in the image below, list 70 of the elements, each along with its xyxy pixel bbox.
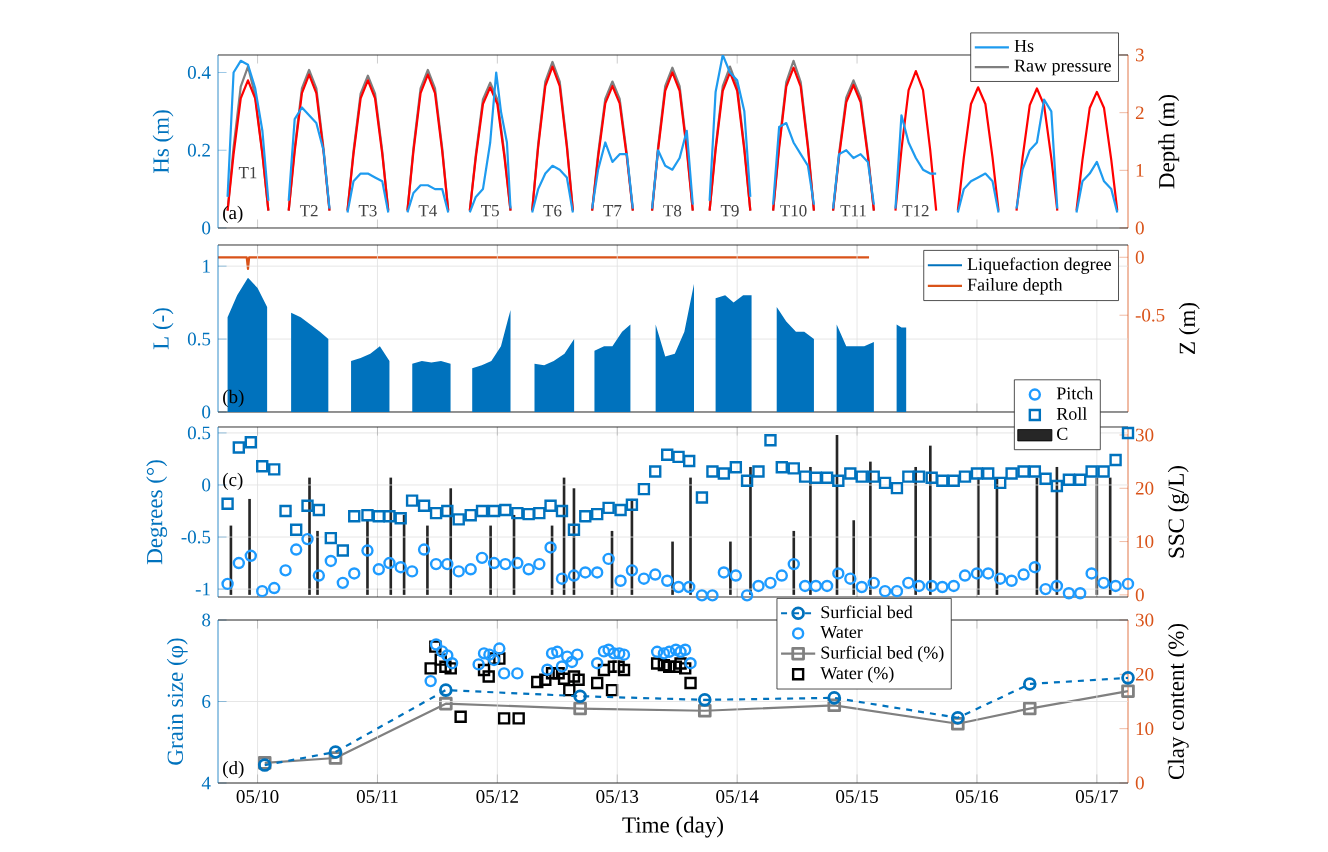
legend-label: Raw pressure xyxy=(1014,59,1111,76)
y2-tick-label: 3 xyxy=(1135,48,1144,62)
x-tick-label: 05/16 xyxy=(956,790,999,803)
x-tick-label: 05/17 xyxy=(1075,790,1118,803)
y2-axis-title: Clay content (%) xyxy=(1167,623,1189,780)
y-tick-label: 0.2 xyxy=(187,143,210,157)
y-tick-label: 8 xyxy=(202,613,211,627)
legend-label: Water xyxy=(820,626,863,639)
legend-label: Pitch xyxy=(1056,386,1094,400)
y-tick-label: 0.4 xyxy=(187,66,211,79)
y-tick-label: 1 xyxy=(203,259,210,273)
y2-tick-label: 20 xyxy=(1135,667,1154,681)
y2-tick-label: -0.5 xyxy=(1135,308,1165,322)
y-tick-label: 6 xyxy=(202,695,211,708)
y-tick-label: 0 xyxy=(202,221,211,235)
annotation: (c) xyxy=(223,472,243,491)
x-tick-label: 05/13 xyxy=(596,790,639,803)
legend-label: Surficial bed xyxy=(821,605,913,619)
y-tick-label: -1 xyxy=(195,582,210,596)
y2-tick-label: 10 xyxy=(1136,722,1154,736)
annotation: T1 xyxy=(238,167,257,179)
y-tick-label: 0.5 xyxy=(187,426,211,440)
annotation: T6 xyxy=(543,204,562,217)
legend-label: Liquefaction degree xyxy=(967,257,1111,274)
legend-label: Water (%) xyxy=(820,666,894,683)
y-axis-title: L (-) xyxy=(152,308,174,350)
y2-axis-title: Depth (m) xyxy=(1158,94,1180,189)
y-tick-label: 0 xyxy=(202,405,211,419)
y-tick-label: 0.5 xyxy=(187,332,211,346)
y-tick-label: 0 xyxy=(202,478,211,492)
annotation: (a) xyxy=(223,205,243,223)
y2-tick-label: 0 xyxy=(1135,250,1144,264)
annotation: T3 xyxy=(358,204,377,217)
y2-tick-label: 20 xyxy=(1135,481,1154,495)
y-axis-title: Hs (m) xyxy=(152,110,174,174)
annotation: T8 xyxy=(663,204,682,217)
y2-tick-label: 0 xyxy=(1135,776,1144,790)
annotation: T9 xyxy=(720,204,739,217)
y-axis-title: Grain size (φ) xyxy=(166,638,188,765)
y2-tick-label: 1 xyxy=(1136,164,1144,177)
y2-tick-label: 10 xyxy=(1136,535,1154,548)
y2-tick-label: 30 xyxy=(1135,613,1154,627)
legend-label: C xyxy=(1057,427,1068,440)
x-tick-label: 05/15 xyxy=(836,790,878,803)
y2-tick-label: 0 xyxy=(1135,221,1144,235)
annotation: T2 xyxy=(299,205,318,217)
legend-label: Surficial bed (%) xyxy=(821,645,944,663)
y2-tick-label: 0 xyxy=(1135,588,1144,602)
x-tick-label: 05/14 xyxy=(716,790,759,803)
legend-label: Hs xyxy=(1014,39,1034,52)
annotation: T7 xyxy=(603,205,622,217)
x-axis-title: Time (day) xyxy=(622,816,723,838)
y2-axis-title: SSC (g/L) xyxy=(1167,466,1189,558)
annotation: T4 xyxy=(418,205,438,217)
legend-label: Roll xyxy=(1056,407,1087,420)
annotation: T5 xyxy=(481,205,499,217)
x-tick-label: 05/10 xyxy=(236,790,279,803)
legend-label: Failure depth xyxy=(967,278,1063,295)
annotation: T11 xyxy=(840,205,866,217)
y-tick-label: 4 xyxy=(201,776,211,790)
y-tick-label: -0.5 xyxy=(181,530,211,544)
y2-tick-label: 2 xyxy=(1135,106,1144,119)
annotation: (d) xyxy=(223,760,244,779)
y-axis-title: Degrees (°) xyxy=(146,460,168,565)
x-tick-label: 05/11 xyxy=(356,790,398,803)
annotation: T10 xyxy=(780,204,807,217)
annotation: T12 xyxy=(902,205,929,217)
y2-axis-title: Z (m) xyxy=(1178,303,1200,354)
y2-tick-label: 30 xyxy=(1135,428,1154,442)
x-tick-label: 05/12 xyxy=(476,790,518,803)
